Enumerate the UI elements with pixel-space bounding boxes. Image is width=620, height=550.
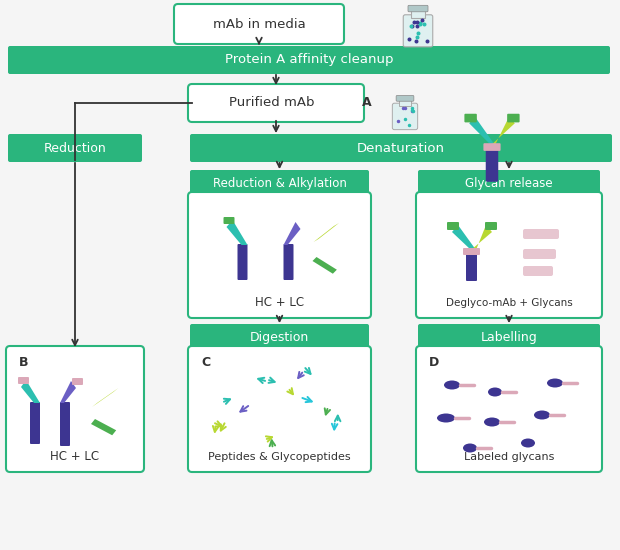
FancyBboxPatch shape bbox=[223, 217, 234, 224]
Ellipse shape bbox=[484, 417, 500, 426]
Text: HC + LC: HC + LC bbox=[255, 296, 304, 310]
Polygon shape bbox=[21, 380, 40, 403]
FancyBboxPatch shape bbox=[463, 248, 480, 255]
FancyBboxPatch shape bbox=[392, 103, 418, 130]
Polygon shape bbox=[469, 117, 495, 145]
Text: Glycan release: Glycan release bbox=[465, 178, 553, 190]
Ellipse shape bbox=[534, 410, 550, 420]
Text: Reduction & Alkylation: Reduction & Alkylation bbox=[213, 178, 347, 190]
Text: Digestion: Digestion bbox=[250, 332, 309, 344]
Text: Peptides & Glycopeptides: Peptides & Glycopeptides bbox=[208, 452, 351, 462]
FancyBboxPatch shape bbox=[485, 222, 497, 230]
Polygon shape bbox=[491, 117, 515, 145]
FancyBboxPatch shape bbox=[188, 84, 364, 122]
FancyBboxPatch shape bbox=[418, 170, 600, 198]
FancyBboxPatch shape bbox=[418, 324, 600, 352]
FancyBboxPatch shape bbox=[190, 324, 369, 352]
Text: A: A bbox=[362, 96, 371, 109]
Text: Labelling: Labelling bbox=[480, 332, 538, 344]
Text: Deglyco-mAb + Glycans: Deglyco-mAb + Glycans bbox=[446, 298, 572, 308]
FancyBboxPatch shape bbox=[403, 15, 433, 47]
Text: Labeled glycans: Labeled glycans bbox=[464, 452, 554, 462]
FancyBboxPatch shape bbox=[523, 229, 559, 239]
FancyBboxPatch shape bbox=[72, 378, 83, 385]
FancyBboxPatch shape bbox=[174, 4, 344, 44]
FancyBboxPatch shape bbox=[416, 346, 602, 472]
FancyBboxPatch shape bbox=[237, 244, 247, 280]
Polygon shape bbox=[91, 419, 116, 435]
FancyBboxPatch shape bbox=[283, 244, 293, 280]
FancyBboxPatch shape bbox=[484, 143, 500, 151]
Polygon shape bbox=[452, 225, 476, 250]
Ellipse shape bbox=[444, 381, 460, 389]
FancyBboxPatch shape bbox=[190, 170, 369, 198]
Text: C: C bbox=[201, 356, 210, 370]
Polygon shape bbox=[283, 222, 301, 245]
FancyBboxPatch shape bbox=[408, 6, 428, 12]
FancyBboxPatch shape bbox=[466, 251, 477, 281]
FancyBboxPatch shape bbox=[523, 266, 553, 276]
Polygon shape bbox=[471, 225, 492, 250]
Polygon shape bbox=[92, 388, 118, 407]
Text: Protein A affinity cleanup: Protein A affinity cleanup bbox=[224, 53, 393, 67]
Ellipse shape bbox=[488, 388, 502, 397]
FancyBboxPatch shape bbox=[485, 146, 498, 182]
FancyBboxPatch shape bbox=[18, 377, 29, 384]
Ellipse shape bbox=[521, 438, 535, 448]
FancyBboxPatch shape bbox=[30, 402, 40, 444]
FancyBboxPatch shape bbox=[447, 222, 459, 230]
Text: D: D bbox=[429, 356, 439, 370]
FancyBboxPatch shape bbox=[507, 114, 520, 123]
Text: Reduction: Reduction bbox=[43, 141, 107, 155]
FancyBboxPatch shape bbox=[188, 346, 371, 472]
Text: B: B bbox=[19, 356, 29, 370]
FancyBboxPatch shape bbox=[464, 114, 477, 123]
FancyBboxPatch shape bbox=[190, 134, 612, 162]
Ellipse shape bbox=[437, 414, 455, 422]
FancyBboxPatch shape bbox=[523, 249, 556, 259]
Text: HC + LC: HC + LC bbox=[50, 450, 100, 464]
FancyBboxPatch shape bbox=[416, 192, 602, 318]
Polygon shape bbox=[314, 223, 339, 242]
FancyBboxPatch shape bbox=[60, 402, 70, 446]
FancyBboxPatch shape bbox=[6, 346, 144, 472]
Ellipse shape bbox=[463, 443, 477, 453]
FancyBboxPatch shape bbox=[188, 192, 371, 318]
Text: Denaturation: Denaturation bbox=[357, 141, 445, 155]
Polygon shape bbox=[60, 381, 76, 403]
FancyBboxPatch shape bbox=[399, 100, 411, 106]
Text: mAb in media: mAb in media bbox=[213, 18, 306, 30]
FancyBboxPatch shape bbox=[8, 134, 142, 162]
FancyBboxPatch shape bbox=[8, 46, 610, 74]
Ellipse shape bbox=[547, 378, 563, 388]
Polygon shape bbox=[226, 220, 247, 245]
FancyBboxPatch shape bbox=[411, 10, 425, 18]
Text: Purified mAb: Purified mAb bbox=[229, 96, 323, 109]
Polygon shape bbox=[312, 257, 337, 274]
FancyBboxPatch shape bbox=[396, 96, 414, 101]
